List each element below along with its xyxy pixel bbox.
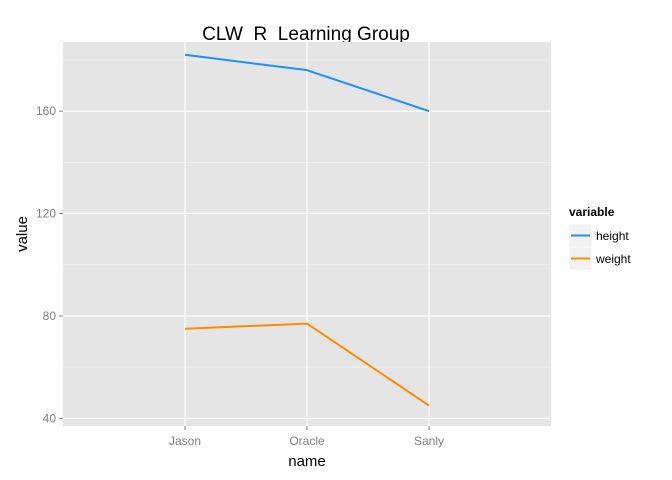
series-line-weight bbox=[184, 322, 430, 407]
x-tick-label: Oracle bbox=[289, 434, 325, 448]
y-axis: 40 80 120 160 bbox=[36, 104, 63, 425]
grid-lines bbox=[63, 42, 551, 426]
series-lines bbox=[184, 53, 430, 407]
y-tick-label: 80 bbox=[43, 309, 57, 323]
x-axis-title: name bbox=[288, 453, 326, 470]
y-axis-title: value bbox=[14, 216, 31, 252]
x-tick-label: Sanly bbox=[414, 434, 444, 448]
series-line-height bbox=[184, 53, 430, 113]
chart-title: CLW_R_Learning Group bbox=[202, 24, 410, 45]
x-axis: Jason Oracle Sanly bbox=[169, 426, 444, 448]
x-tick-label: Jason bbox=[169, 434, 201, 448]
legend-item-height: height bbox=[568, 223, 629, 248]
y-tick-label: 120 bbox=[36, 207, 56, 221]
legend-label: height bbox=[596, 229, 629, 243]
legend: variable height weight bbox=[568, 205, 631, 271]
legend-items: height weight bbox=[568, 223, 631, 271]
legend-label: weight bbox=[595, 252, 631, 266]
y-tick-label: 160 bbox=[36, 104, 56, 118]
legend-title: variable bbox=[569, 205, 615, 219]
legend-item-weight: weight bbox=[568, 246, 631, 271]
y-tick-label: 40 bbox=[43, 411, 57, 425]
